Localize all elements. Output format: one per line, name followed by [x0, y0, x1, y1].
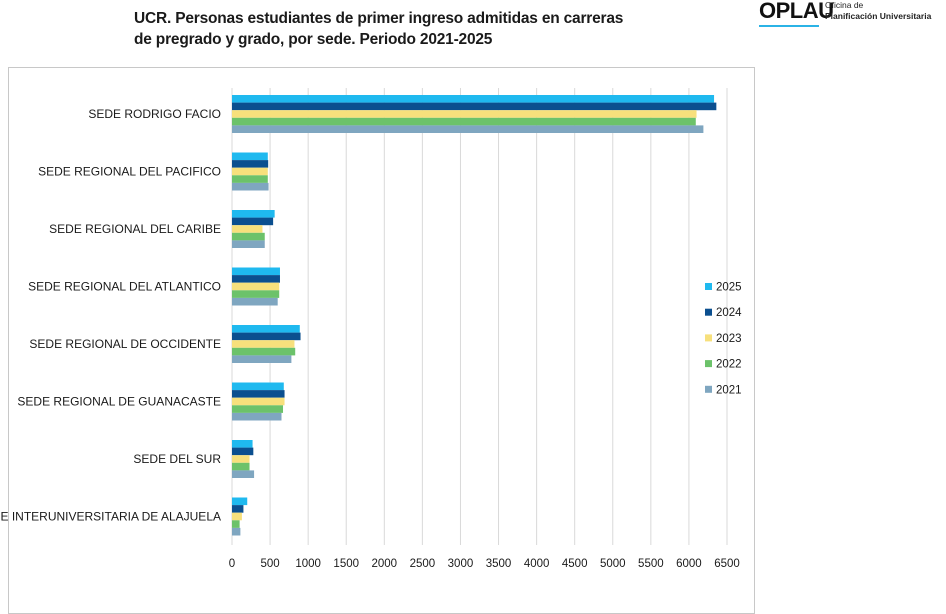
- x-tick-label-4500: 4500: [562, 558, 588, 570]
- category-label-sede-regional-de-occidente: SEDE REGIONAL DE OCCIDENTE: [29, 337, 221, 351]
- category-labels: SEDE RODRIGO FACIO SEDE REGIONAL DEL PACI…: [0, 107, 221, 524]
- bar-sede-interuniversitaria-de-alajuela-2025: [232, 497, 248, 506]
- bars: [232, 95, 717, 536]
- category-label-sede-interuniversitaria-de-alajuela: SEDE INTERUNIVERSITARIA DE ALAJUELA: [0, 510, 221, 524]
- bar-sede-interuniversitaria-de-alajuela-2023: [232, 512, 242, 521]
- bar-sede-regional-de-guanacaste-2022: [232, 405, 284, 413]
- legend-label-2023: 2023: [716, 333, 742, 345]
- oplau-logo: OPLAU Oficina de Planificación Universit…: [757, 0, 946, 30]
- bar-sede-rodrigo-facio-2024: [232, 102, 717, 111]
- bar-sede-regional-de-guanacaste-2023: [232, 397, 285, 406]
- x-tick-label-2500: 2500: [410, 558, 436, 570]
- x-tick-label-3000: 3000: [448, 558, 474, 570]
- bar-sede-regional-del-caribe-2021: [232, 240, 265, 248]
- x-tick-label-5500: 5500: [638, 558, 664, 570]
- bar-sede-regional-del-pacifico-2025: [232, 152, 268, 161]
- x-tick-label-5000: 5000: [600, 558, 626, 570]
- legend-swatch-2024: [705, 308, 712, 316]
- bar-sede-del-sur-2023: [232, 455, 250, 463]
- category-label-sede-rodrigo-facio: SEDE RODRIGO FACIO: [88, 107, 221, 121]
- legend-swatch-2022: [705, 360, 712, 368]
- bar-sede-del-sur-2022: [232, 462, 250, 471]
- bar-sede-rodrigo-facio-2025: [232, 95, 715, 103]
- legend-label-2021: 2021: [716, 384, 742, 396]
- bar-sede-regional-del-caribe-2022: [232, 232, 265, 241]
- bar-sede-regional-del-atlantico-2024: [232, 275, 280, 283]
- logo-underline: [759, 25, 819, 27]
- bar-sede-regional-de-occidente-2024: [232, 332, 301, 341]
- bar-sede-regional-de-guanacaste-2025: [232, 382, 284, 391]
- bar-sede-regional-de-guanacaste-2021: [232, 412, 282, 421]
- chart-frame: [8, 67, 755, 614]
- logo-subtitle-line1: Oficina de: [825, 0, 864, 10]
- legend-swatch-2021: [705, 385, 712, 393]
- x-tick-label-4000: 4000: [524, 558, 550, 570]
- bar-sede-regional-del-pacifico-2024: [232, 160, 269, 168]
- legend-label-2025: 2025: [716, 282, 742, 294]
- x-tick-label-500: 500: [260, 558, 279, 570]
- chart-title-line1: UCR. Personas estudiantes de primer ingr…: [134, 10, 624, 27]
- logo-subtitle-line2: Planificación Universitaria: [825, 11, 932, 21]
- legend-label-2022: 2022: [716, 359, 742, 371]
- x-tick-label-3500: 3500: [486, 558, 512, 570]
- bar-sede-regional-del-caribe-2024: [232, 217, 274, 226]
- x-tick-label-6500: 6500: [714, 558, 740, 570]
- category-label-sede-regional-del-caribe: SEDE REGIONAL DEL CARIBE: [49, 222, 221, 236]
- bar-sede-interuniversitaria-de-alajuela-2024: [232, 505, 244, 513]
- bar-sede-regional-del-atlantico-2023: [232, 282, 280, 291]
- bar-sede-regional-de-occidente-2023: [232, 340, 295, 348]
- x-tick-label-1500: 1500: [333, 558, 359, 570]
- category-label-sede-regional-del-atlantico: SEDE REGIONAL DEL ATLANTICO: [28, 280, 221, 294]
- bar-sede-rodrigo-facio-2021: [232, 125, 704, 133]
- bar-sede-regional-del-atlantico-2025: [232, 267, 280, 276]
- bar-sede-regional-del-pacifico-2021: [232, 182, 269, 191]
- category-label-sede-del-sur: SEDE DEL SUR: [133, 452, 221, 466]
- bar-sede-del-sur-2025: [232, 440, 253, 448]
- category-label-sede-regional-del-pacifico: SEDE REGIONAL DEL PACIFICO: [38, 165, 221, 179]
- logo-mark: OPLAU: [759, 0, 834, 23]
- bar-sede-regional-del-pacifico-2022: [232, 175, 268, 183]
- bar-sede-del-sur-2024: [232, 447, 254, 456]
- chart-title-line2: de pregrado y grado, por sede. Periodo 2…: [134, 31, 493, 48]
- gridlines: [231, 88, 728, 545]
- category-label-sede-regional-de-guanacaste: SEDE REGIONAL DE GUANACASTE: [17, 395, 221, 409]
- bar-sede-regional-de-occidente-2021: [232, 355, 292, 363]
- x-tick-label-6000: 6000: [676, 558, 702, 570]
- bar-sede-regional-del-pacifico-2023: [232, 167, 268, 176]
- bar-sede-regional-de-occidente-2022: [232, 347, 296, 356]
- logo-subtitle: Oficina de Planificación Universitaria: [825, 0, 931, 22]
- legend: 2025 2024 2023 2022 2021: [705, 282, 742, 396]
- bar-sede-regional-de-guanacaste-2024: [232, 390, 285, 398]
- bar-sede-regional-del-atlantico-2022: [232, 290, 280, 298]
- bar-sede-regional-del-caribe-2023: [232, 225, 263, 233]
- bar-sede-regional-de-occidente-2025: [232, 325, 300, 333]
- legend-swatch-2025: [705, 283, 712, 290]
- x-axis-tick-labels: 0 500 1000 1500 2000 2500 3000 3500 4000 4500 5000…: [229, 558, 740, 570]
- x-tick-label-1000: 1000: [295, 558, 321, 570]
- bar-sede-del-sur-2021: [232, 470, 255, 478]
- bar-sede-regional-del-caribe-2025: [232, 210, 275, 218]
- bar-sede-regional-del-atlantico-2021: [232, 297, 278, 306]
- chart-title: UCR. Personas estudiantes de primer ingr…: [134, 8, 654, 50]
- bar-sede-rodrigo-facio-2022: [232, 117, 696, 126]
- bar-sede-interuniversitaria-de-alajuela-2021: [232, 527, 241, 536]
- x-tick-label-2000: 2000: [372, 558, 398, 570]
- legend-label-2024: 2024: [716, 307, 742, 319]
- bar-sede-interuniversitaria-de-alajuela-2022: [232, 520, 240, 528]
- legend-swatch-2023: [705, 334, 712, 342]
- x-tick-label-0: 0: [229, 558, 235, 570]
- bar-sede-rodrigo-facio-2023: [232, 110, 697, 118]
